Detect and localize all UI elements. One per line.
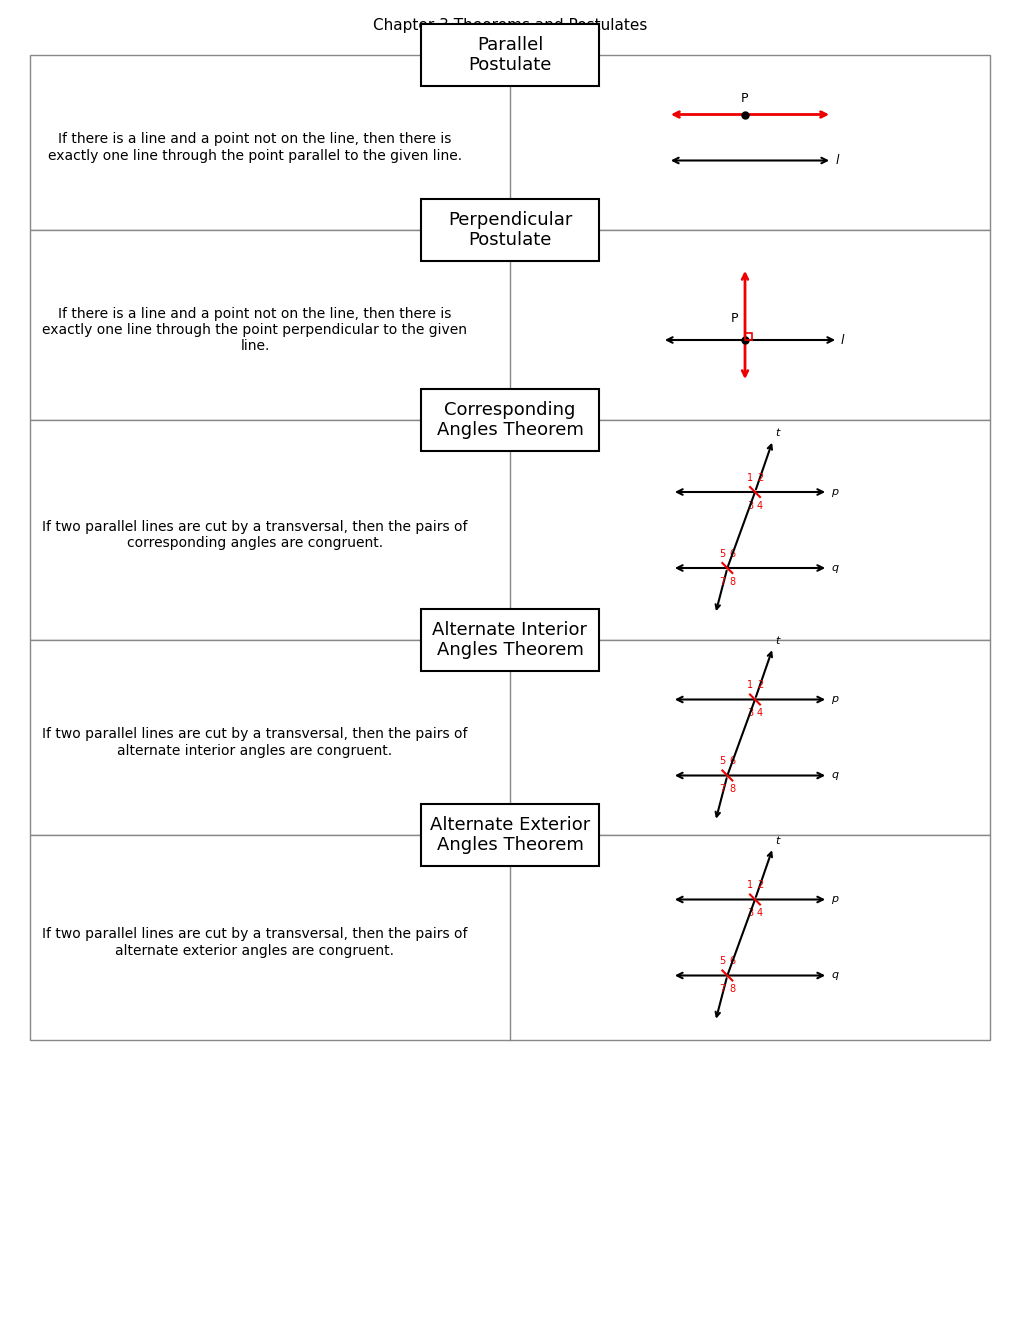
Text: 7: 7	[718, 784, 725, 795]
Bar	[30, 230, 989, 420]
Text: p: p	[830, 694, 838, 705]
Text: 1: 1	[746, 473, 752, 483]
Text: P: P	[741, 91, 748, 104]
Text: 5: 5	[718, 756, 725, 767]
Text: Chapter 3 Theorems and Postulates: Chapter 3 Theorems and Postulates	[373, 18, 646, 33]
Text: Parallel
Postulate: Parallel Postulate	[468, 36, 551, 74]
Text: q: q	[830, 771, 838, 780]
Text: 4: 4	[756, 709, 762, 718]
Text: t: t	[774, 635, 779, 645]
Text: 3: 3	[746, 709, 752, 718]
Text: Corresponding
Angles Theorem: Corresponding Angles Theorem	[436, 400, 583, 440]
Bar	[421, 389, 598, 451]
Bar	[421, 199, 598, 261]
Text: 7: 7	[718, 577, 725, 587]
Text: 6: 6	[729, 756, 735, 767]
Bar	[744, 333, 751, 341]
Bar	[421, 24, 598, 86]
Text: 5: 5	[718, 549, 725, 558]
Text: 6: 6	[729, 957, 735, 966]
Text: 3: 3	[746, 908, 752, 919]
Text: If two parallel lines are cut by a transversal, then the pairs of
alternate inte: If two parallel lines are cut by a trans…	[42, 727, 468, 758]
Text: p: p	[830, 487, 838, 498]
Text: t: t	[774, 836, 779, 846]
Text: Alternate Exterior
Angles Theorem: Alternate Exterior Angles Theorem	[429, 816, 590, 854]
Text: 4: 4	[756, 502, 762, 511]
Text: Perpendicular
Postulate: Perpendicular Postulate	[447, 211, 572, 249]
Bar	[421, 804, 598, 866]
Text: 3: 3	[746, 502, 752, 511]
Text: t: t	[774, 428, 779, 438]
Text: 2: 2	[756, 681, 762, 690]
Text: P: P	[731, 312, 738, 325]
Text: p: p	[830, 895, 838, 904]
Text: 5: 5	[718, 957, 725, 966]
Text: 2: 2	[756, 473, 762, 483]
Text: If there is a line and a point not on the line, then there is
exactly one line t: If there is a line and a point not on th…	[48, 132, 462, 162]
Text: Alternate Interior
Angles Theorem: Alternate Interior Angles Theorem	[432, 620, 587, 660]
Text: 8: 8	[729, 784, 735, 795]
Bar	[30, 836, 989, 1040]
Text: 7: 7	[718, 985, 725, 994]
Text: 6: 6	[729, 549, 735, 558]
Text: l: l	[841, 334, 844, 346]
Text: 8: 8	[729, 577, 735, 587]
Bar	[30, 420, 989, 640]
Text: If two parallel lines are cut by a transversal, then the pairs of
corresponding : If two parallel lines are cut by a trans…	[42, 520, 468, 550]
Text: 8: 8	[729, 985, 735, 994]
Text: q: q	[830, 970, 838, 981]
Text: 4: 4	[756, 908, 762, 919]
Bar	[421, 609, 598, 671]
Text: If there is a line and a point not on the line, then there is
exactly one line t: If there is a line and a point not on th…	[43, 306, 467, 354]
Text: l: l	[836, 154, 839, 168]
Text: 1: 1	[746, 880, 752, 891]
Text: 2: 2	[756, 880, 762, 891]
Text: 1: 1	[746, 681, 752, 690]
Text: If two parallel lines are cut by a transversal, then the pairs of
alternate exte: If two parallel lines are cut by a trans…	[42, 928, 468, 957]
Bar	[30, 640, 989, 836]
Text: q: q	[830, 564, 838, 573]
Bar	[30, 55, 989, 230]
